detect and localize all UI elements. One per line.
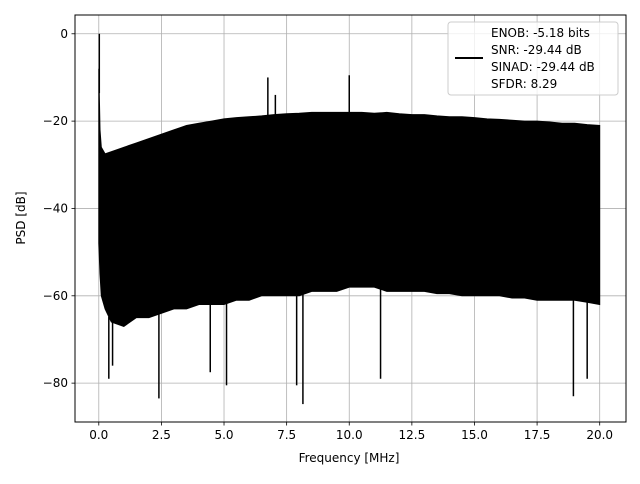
x-tick-label: 0.0 xyxy=(89,428,108,442)
x-tick-label: 17.5 xyxy=(524,428,551,442)
psd-trace xyxy=(99,112,600,321)
legend: ENOB: -5.18 bits SNR: -29.44 dB SINAD: -… xyxy=(447,21,619,96)
legend-entry-sinad: SINAD: -29.44 dB xyxy=(491,60,595,74)
x-tick-label: 2.5 xyxy=(152,428,171,442)
y-tick-label: −60 xyxy=(43,289,68,303)
x-tick-label: 12.5 xyxy=(399,428,426,442)
x-tick-label: 7.5 xyxy=(277,428,296,442)
legend-box xyxy=(447,21,619,96)
legend-entry-snr: SNR: -29.44 dB xyxy=(491,43,582,57)
x-axis-label: Frequency [MHz] xyxy=(299,451,400,465)
axes-frame xyxy=(74,14,627,423)
x-tick-label: 5.0 xyxy=(214,428,233,442)
y-tick-label: −40 xyxy=(43,201,68,215)
x-tick-label: 20.0 xyxy=(586,428,613,442)
y-axis-label: PSD [dB] xyxy=(14,191,28,244)
y-tick-label: 0 xyxy=(60,27,68,41)
legend-entry-enob: ENOB: -5.18 bits xyxy=(491,26,590,40)
legend-entry-sfdr: SFDR: 8.29 xyxy=(491,77,557,91)
psd-series xyxy=(98,33,601,405)
x-tick-label: 15.0 xyxy=(461,428,488,442)
axis-ticks: 0.0 2.5 5.0 7.5 10.0 12.5 15.0 17.5 20.0 0 −20 −40 −… xyxy=(43,27,613,442)
x-tick-label: 10.0 xyxy=(336,428,363,442)
y-tick-label: −80 xyxy=(43,376,68,390)
y-tick-label: −20 xyxy=(43,114,68,128)
